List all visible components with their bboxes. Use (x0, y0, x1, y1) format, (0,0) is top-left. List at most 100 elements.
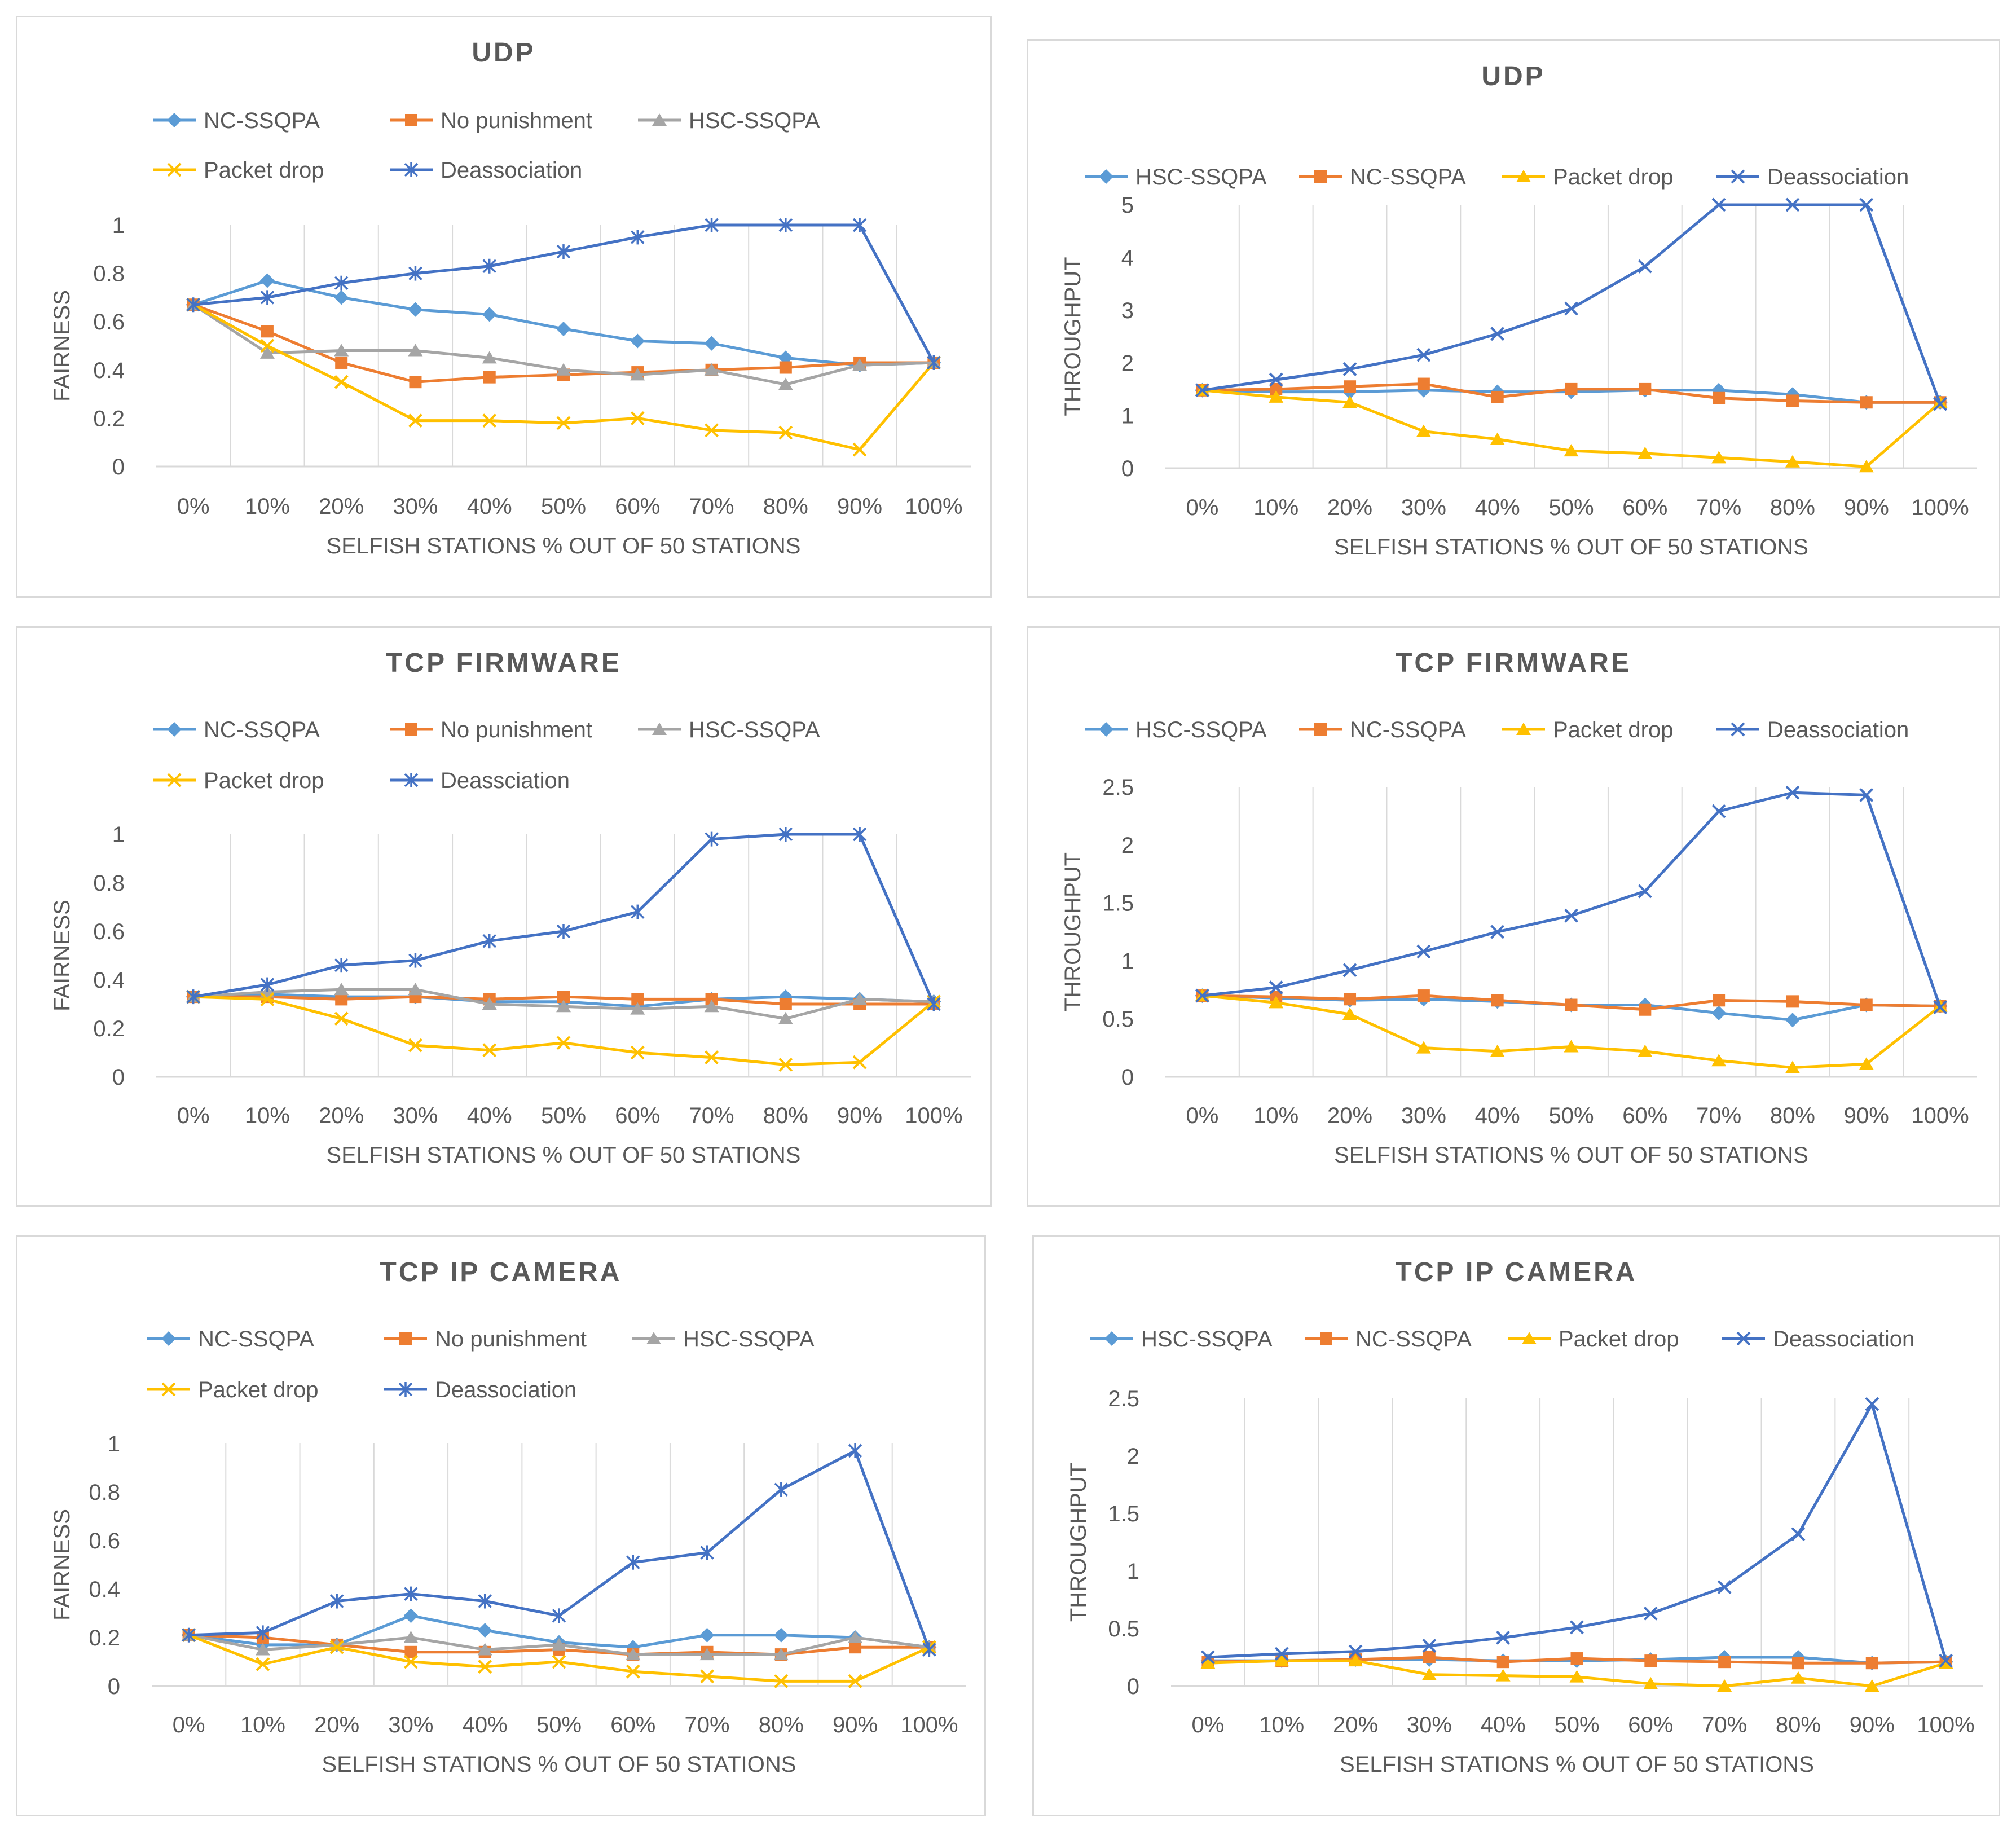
x-tick-label: 90% (1844, 1103, 1889, 1128)
legend-label: HSC-SSQPA (683, 1327, 815, 1352)
tcp-ip-camera-throughput-chart-panel: TCP IP CAMERA HSC-SSQPA NC-SSQPA Packet dro… (1032, 1235, 2000, 1816)
legend-item-deassociation: Deassociation (390, 158, 582, 183)
legend-label: No punishment (441, 718, 592, 742)
data-point (1490, 327, 1505, 341)
data-point (927, 997, 941, 1011)
x-axis-label: SELFISH STATIONS % OUT OF 50 STATIONS (1340, 1752, 1814, 1777)
series-deassociation (182, 1443, 936, 1657)
x-tick-label: 60% (615, 1103, 660, 1128)
data-point (1422, 1639, 1437, 1653)
legend-label: Deassociation (1773, 1327, 1914, 1352)
x-tick-label: 50% (536, 1713, 582, 1737)
data-point (1713, 994, 1726, 1007)
x-tick-label: 100% (1917, 1713, 1974, 1737)
legend-marker (405, 723, 417, 736)
y-tick-label: 5 (1121, 193, 1134, 218)
data-point (478, 1660, 492, 1674)
data-point (256, 1657, 270, 1671)
series-packet-drop (182, 1628, 936, 1688)
data-point (482, 258, 496, 274)
y-tick-label: 0 (1127, 1674, 1139, 1699)
y-tick-label: 1.5 (1102, 891, 1134, 916)
data-point (260, 992, 275, 1006)
data-point (334, 344, 349, 357)
data-point (1638, 884, 1652, 899)
data-point (1933, 1000, 1948, 1015)
data-point (778, 1058, 793, 1072)
x-tick-label: 20% (314, 1713, 359, 1737)
legend-label: Deassciation (441, 768, 570, 793)
data-point (1933, 397, 1948, 411)
series-deassociation (1200, 1397, 1953, 1668)
y-tick-label: 0.2 (89, 1626, 120, 1651)
tcp-firmware-throughput-chart-panel: TCP FIRMWARE HSC-SSQPA NC-SSQPA Packet drop… (1027, 626, 2000, 1207)
x-tick-label: 10% (1253, 495, 1298, 520)
legend-marker (1104, 1331, 1119, 1346)
legend-label: NC-SSQPA (198, 1327, 314, 1352)
x-tick-label: 10% (245, 1103, 290, 1128)
legend-marker (1314, 170, 1327, 183)
legend-item-deassociation: Deassociation (1716, 718, 1909, 742)
data-point (408, 983, 423, 996)
legend-label: HSC-SSQPA (1135, 165, 1267, 190)
data-point (1269, 390, 1284, 403)
data-point (1639, 1003, 1652, 1016)
data-point (773, 1627, 789, 1643)
data-point (631, 904, 645, 919)
y-tick-label: 2 (1127, 1444, 1139, 1469)
legend-item-packet-drop: Packet drop (153, 158, 324, 183)
x-tick-label: 70% (685, 1713, 730, 1737)
data-point (1565, 382, 1578, 395)
legend-marker (1731, 722, 1745, 737)
data-point (256, 1625, 270, 1640)
data-point (1785, 197, 1800, 212)
y-tick-label: 1 (1127, 1559, 1139, 1584)
y-tick-label: 4 (1121, 245, 1134, 270)
y-tick-label: 0.4 (93, 358, 125, 383)
data-point (260, 290, 275, 305)
legend-label: Packet drop (1553, 718, 1673, 742)
data-point (779, 998, 792, 1010)
data-point (699, 1648, 715, 1661)
y-tick-label: 0.5 (1102, 1007, 1134, 1032)
data-point (1638, 446, 1653, 459)
data-point (1711, 1054, 1727, 1067)
legend-item-packet-drop: Packet drop (1508, 1327, 1679, 1352)
y-axis-label: FAIRNESS (50, 290, 74, 402)
data-point (1348, 1654, 1363, 1667)
data-point (409, 376, 422, 389)
data-point (705, 423, 719, 438)
y-tick-label: 2 (1121, 351, 1134, 376)
data-point (1270, 382, 1283, 395)
series-deassociation (186, 218, 941, 370)
x-tick-label: 50% (1554, 1713, 1599, 1737)
legend-item-deassociation: Deassociation (1722, 1327, 1914, 1352)
data-point (404, 1654, 418, 1669)
data-point (1564, 444, 1579, 457)
data-point (1864, 1679, 1879, 1692)
x-tick-label: 0% (1186, 495, 1219, 520)
data-point (1491, 390, 1504, 403)
data-point (335, 356, 348, 369)
legend-label: Deassociation (441, 158, 582, 183)
x-tick-label: 60% (1622, 1103, 1667, 1128)
data-point (182, 1627, 196, 1643)
data-point (556, 924, 571, 939)
tcp-ip-camera-fairness-chart-panel: TCP IP CAMERA NC-SSQPA No punishment HSC-SS… (16, 1235, 986, 1816)
y-tick-label: 2 (1121, 833, 1134, 858)
legend-item-hsc-ssqpa: HSC-SSQPA (1085, 165, 1267, 190)
x-tick-label: 30% (1401, 495, 1446, 520)
x-tick-label: 20% (1327, 1103, 1372, 1128)
data-point (483, 371, 496, 384)
legend-marker (398, 1382, 413, 1397)
x-tick-label: 80% (1776, 1713, 1821, 1737)
legend-marker (167, 773, 182, 787)
data-point (1496, 1656, 1509, 1669)
data-point (1342, 963, 1357, 978)
data-point (778, 1011, 793, 1024)
data-point (1717, 1580, 1732, 1594)
data-point (699, 1627, 715, 1643)
data-point (848, 1674, 862, 1688)
legend-item-nc-ssqpa: NC-SSQPA (1305, 1327, 1472, 1352)
data-point (705, 993, 718, 1006)
